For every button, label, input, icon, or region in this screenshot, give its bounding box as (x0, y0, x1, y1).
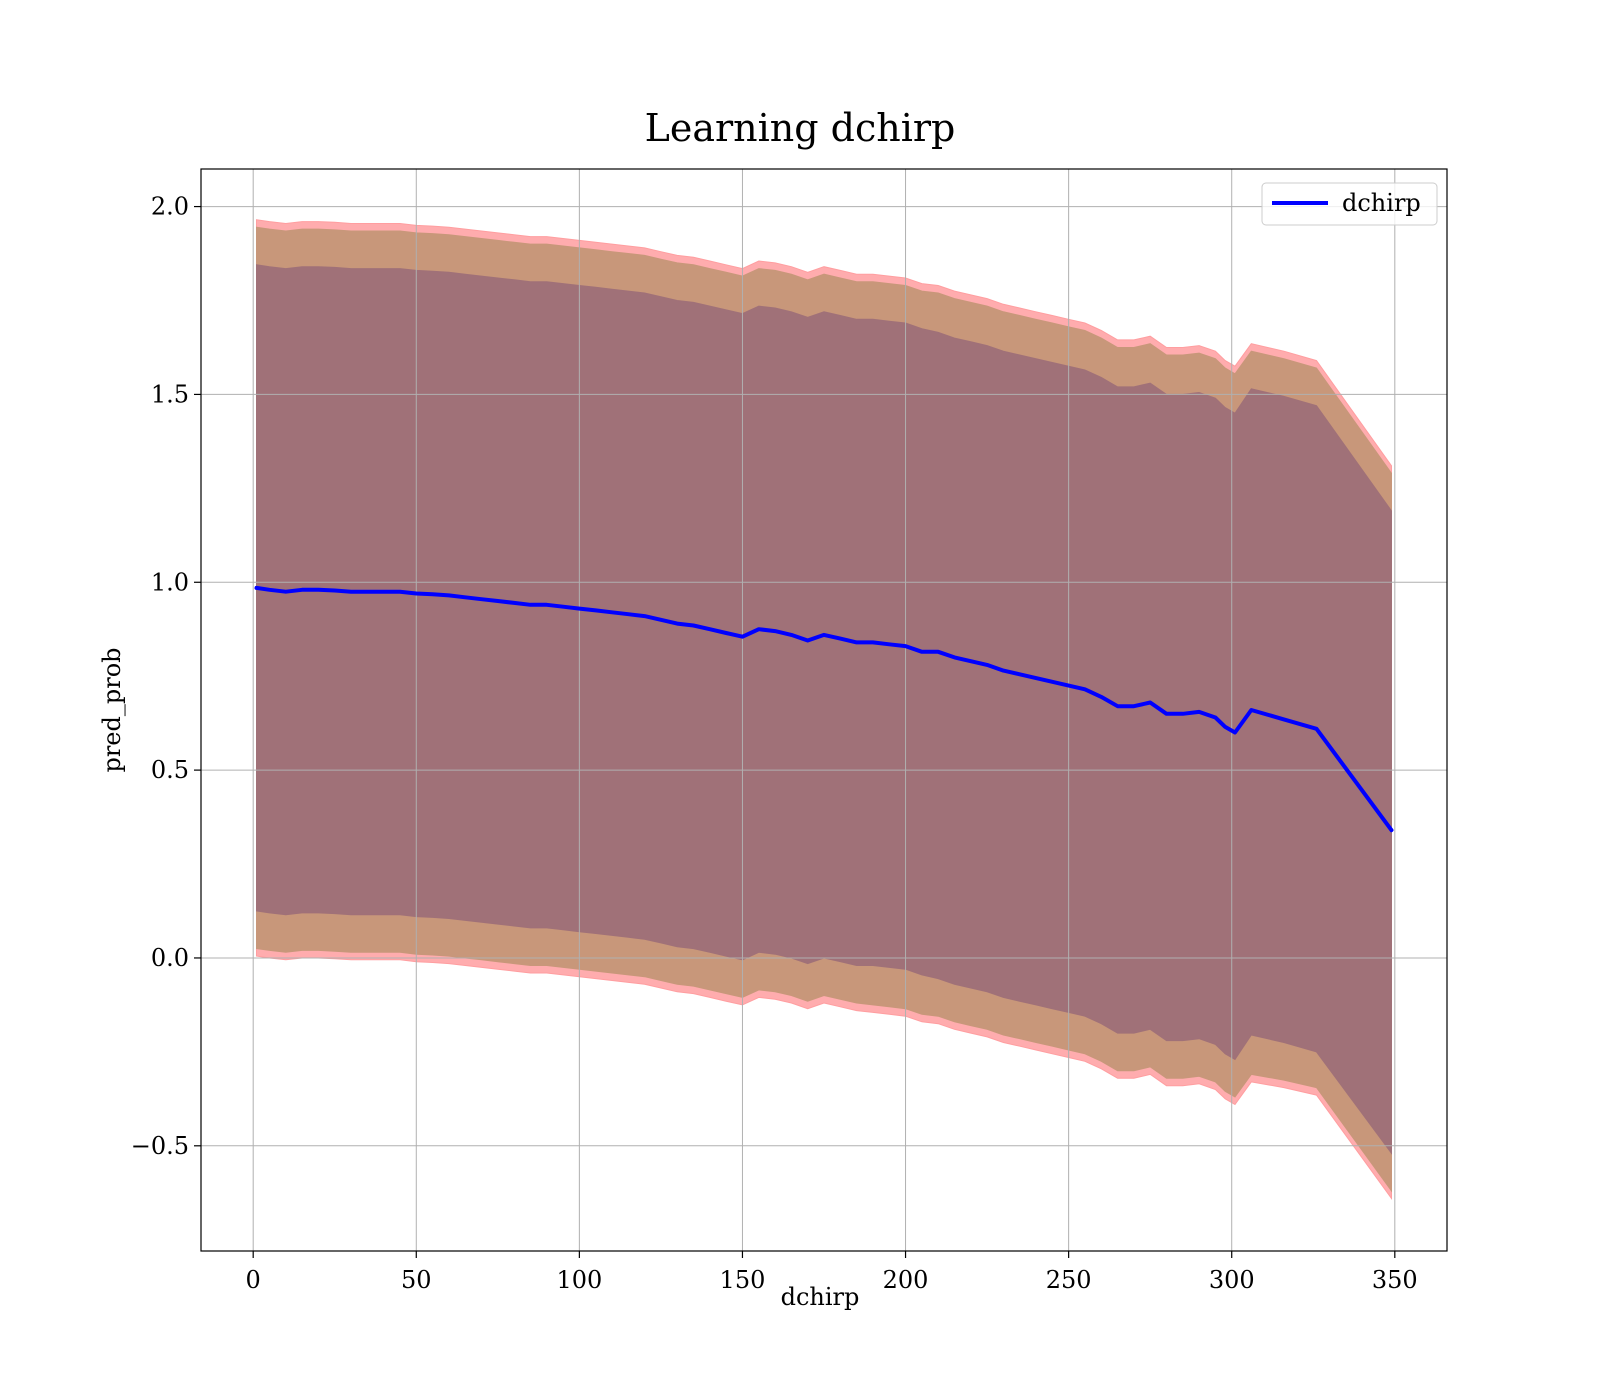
legend: dchirp (1261, 182, 1438, 226)
x-axis: 0 50 100 150 200 250 300 350 (246, 1251, 1418, 1294)
x-tick-label: 250 (1046, 1266, 1092, 1294)
x-tick-label: 200 (883, 1266, 929, 1294)
y-tick-label: 0.5 (151, 756, 189, 784)
x-tick-label: 0 (246, 1266, 261, 1294)
series-lines (254, 585, 1394, 833)
y-tick-label: 2.0 (151, 193, 189, 221)
x-tick-label: 350 (1372, 1266, 1418, 1294)
y-tick-label: −0.5 (131, 1132, 189, 1160)
legend-label-dchirp: dchirp (1342, 189, 1421, 217)
grid-lines (201, 169, 1447, 1251)
y-axis: −0.5 0.0 0.5 1.0 1.5 2.0 (131, 193, 201, 1160)
x-tick-label: 50 (401, 1266, 432, 1294)
x-tick-label: 150 (720, 1266, 766, 1294)
legend-box (1261, 182, 1438, 226)
chart-title: Learning dchirp (645, 106, 956, 150)
plot-frame (200, 168, 1448, 1252)
y-axis-label: pred_prob (98, 647, 126, 772)
uncertainty-bands (256, 219, 1392, 1200)
x-tick-label: 300 (1209, 1266, 1255, 1294)
x-tick-label: 100 (556, 1266, 602, 1294)
x-axis-label: dchirp (781, 1283, 860, 1311)
y-tick-label: 1.0 (151, 568, 189, 596)
y-tick-label: 1.5 (151, 380, 189, 408)
series-line-dchirp (254, 585, 1394, 833)
band-inner-area (256, 264, 1392, 1155)
y-tick-label: 0.0 (151, 944, 189, 972)
plot-area (200, 168, 1448, 1252)
